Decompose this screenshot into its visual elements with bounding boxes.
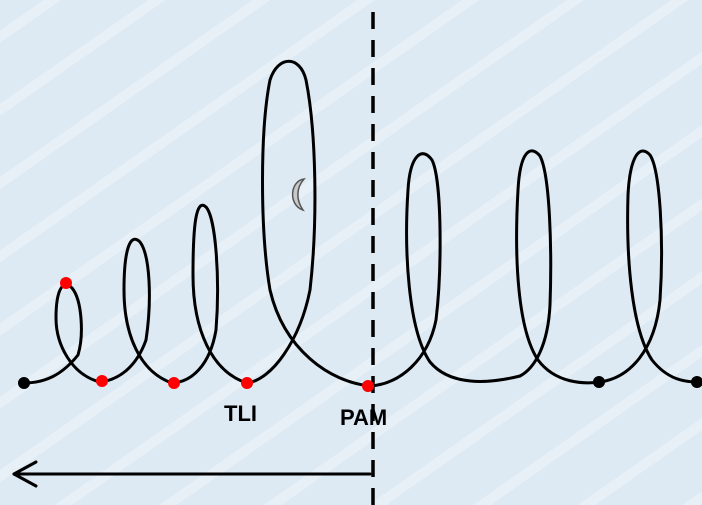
orbit-loop-7 [598, 149, 700, 384]
event-marker-pam [362, 380, 374, 392]
left-arrow-icon [12, 460, 372, 488]
end-marker-left [18, 377, 30, 389]
event-marker-perigee-1 [96, 375, 108, 387]
orbit-loop-4-translunar [245, 59, 372, 388]
orbit-loop-1 [22, 283, 102, 385]
tli-label: TLI [224, 401, 257, 426]
event-marker-apogee [60, 277, 72, 289]
end-marker-right-1 [593, 376, 605, 388]
event-marker-perigee-2 [168, 377, 180, 389]
end-marker-right-2 [691, 376, 702, 388]
orbit-loop-6 [515, 149, 602, 385]
orbit-loop-2 [98, 237, 174, 385]
event-marker-tli [241, 377, 253, 389]
pam-label: PAM [340, 405, 387, 430]
orbit-loop-5 [368, 152, 522, 388]
orbit-loop-3 [170, 203, 249, 385]
crescent-moon-icon [291, 177, 306, 212]
